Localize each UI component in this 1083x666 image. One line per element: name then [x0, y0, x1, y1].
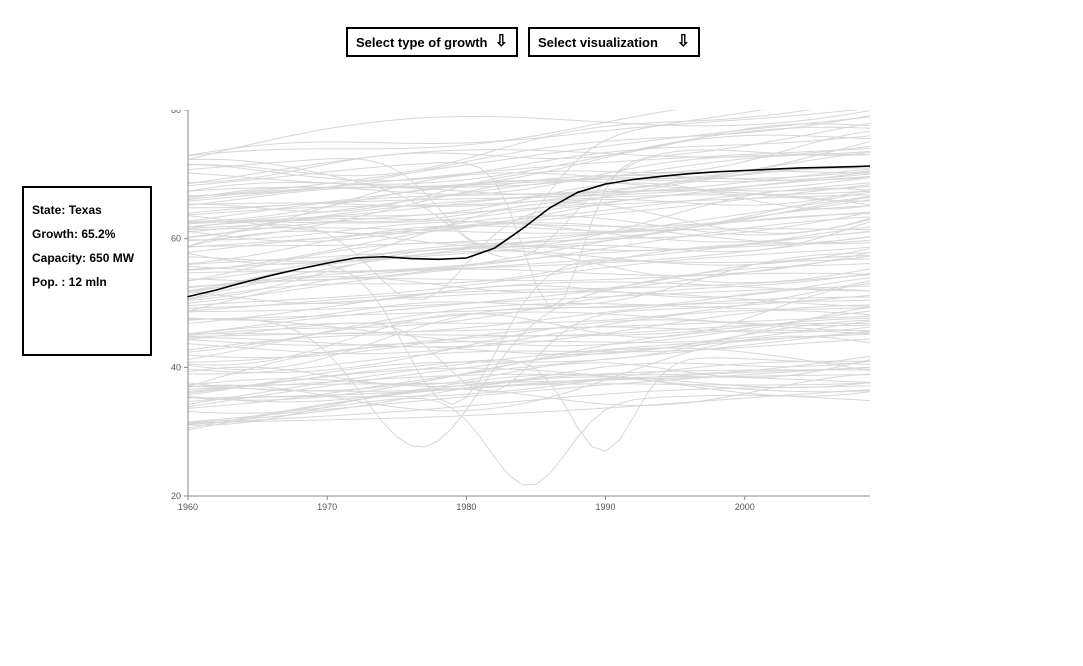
- info-label: Growth:: [32, 227, 78, 241]
- x-tick-label: 2000: [735, 502, 755, 510]
- visualization-dropdown-label: Select visualization: [538, 35, 658, 50]
- x-tick-label: 1970: [317, 502, 337, 510]
- x-tick-label: 1960: [178, 502, 198, 510]
- chevron-down-icon: ⇩: [677, 34, 690, 50]
- growth-type-dropdown-label: Select type of growth: [356, 35, 487, 50]
- y-tick-label: 80: [171, 110, 181, 115]
- info-value: 12 mln: [69, 275, 107, 289]
- info-panel: State: Texas Growth: 65.2% Capacity: 650…: [22, 186, 152, 356]
- y-tick-label: 40: [171, 362, 181, 372]
- info-value: 650 MW: [89, 251, 134, 265]
- y-tick-label: 20: [171, 491, 181, 501]
- info-row-growth: Growth: 65.2%: [32, 222, 142, 246]
- x-tick-label: 1990: [596, 502, 616, 510]
- info-label: Capacity:: [32, 251, 86, 265]
- info-row-state: State: Texas: [32, 198, 142, 222]
- spaghetti-chart[interactable]: 1960 1970 1980 1990 2000 20 40 60 80: [170, 110, 870, 510]
- y-tick-label: 60: [171, 234, 181, 244]
- x-tick-label: 1980: [456, 502, 476, 510]
- growth-type-dropdown[interactable]: Select type of growth ⇩: [346, 27, 518, 57]
- info-value: Texas: [69, 203, 102, 217]
- chevron-down-icon: ⇩: [495, 34, 508, 50]
- info-row-pop: Pop. : 12 mln: [32, 270, 142, 294]
- visualization-dropdown[interactable]: Select visualization ⇩: [528, 27, 700, 57]
- chart-svg: 1960 1970 1980 1990 2000 20 40 60 80: [170, 110, 870, 510]
- info-row-capacity: Capacity: 650 MW: [32, 246, 142, 270]
- info-label: State:: [32, 203, 65, 217]
- info-value: 65.2%: [81, 227, 115, 241]
- info-label: Pop. :: [32, 275, 65, 289]
